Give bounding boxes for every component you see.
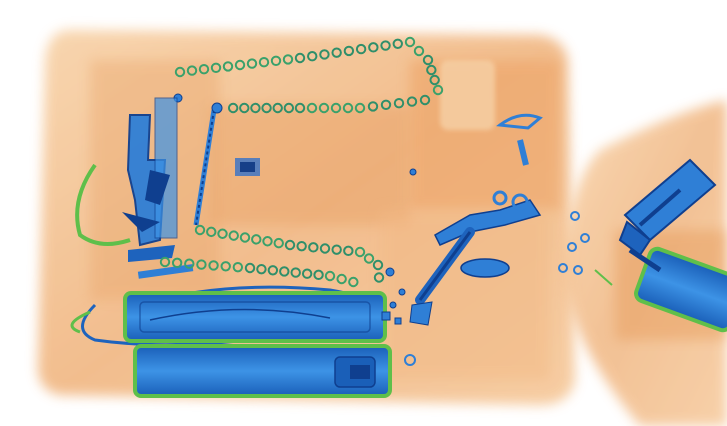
bead <box>342 102 354 114</box>
bead <box>234 59 246 71</box>
bead <box>184 258 195 269</box>
bead <box>196 259 207 270</box>
bead <box>404 36 416 48</box>
bead-chain-beads <box>159 36 444 288</box>
bead <box>419 94 431 106</box>
bead <box>258 57 270 68</box>
bead <box>279 266 290 277</box>
bead <box>429 74 440 86</box>
bead <box>171 257 183 269</box>
bead <box>426 64 437 76</box>
bead <box>239 102 250 114</box>
bead <box>296 240 307 252</box>
bead <box>267 265 279 276</box>
bead <box>319 243 331 254</box>
bead <box>354 102 366 114</box>
bead <box>301 268 313 279</box>
bead <box>308 242 319 253</box>
bead <box>210 62 222 74</box>
bead <box>159 256 171 268</box>
bead <box>222 61 234 72</box>
bead <box>355 43 367 55</box>
left-bracket <box>75 97 194 279</box>
bead <box>290 267 301 278</box>
bead <box>367 101 379 112</box>
second-bag <box>558 100 727 426</box>
power-bank-top <box>123 291 387 343</box>
bead <box>331 244 342 255</box>
bead <box>206 226 217 238</box>
bead <box>283 102 295 114</box>
bead <box>194 224 206 236</box>
small-items <box>381 168 417 366</box>
bead <box>186 65 198 76</box>
bead <box>174 66 186 78</box>
bead <box>246 58 258 69</box>
bead <box>306 102 318 114</box>
bead <box>392 38 403 49</box>
bead <box>282 54 294 65</box>
bead <box>220 261 231 272</box>
bead <box>422 54 434 66</box>
bead <box>324 270 336 282</box>
bead <box>307 51 318 62</box>
bead <box>250 102 261 114</box>
bead <box>413 45 425 57</box>
bead <box>432 84 444 96</box>
bead <box>270 55 282 66</box>
bead <box>372 259 384 271</box>
bead <box>330 102 342 114</box>
bead <box>336 273 347 285</box>
bead <box>294 102 306 114</box>
bead <box>348 276 359 288</box>
bead <box>343 245 354 257</box>
bead <box>373 272 385 283</box>
bead <box>244 262 256 274</box>
bead <box>272 102 283 114</box>
bead <box>343 45 355 57</box>
bead <box>261 102 272 114</box>
bead <box>256 263 267 275</box>
bead <box>239 232 251 243</box>
bead <box>227 102 239 114</box>
bead <box>228 230 239 241</box>
bead <box>406 96 418 107</box>
bead <box>380 40 391 51</box>
bead <box>368 42 379 53</box>
bead <box>232 261 244 273</box>
bead <box>217 228 228 239</box>
bead <box>313 269 324 281</box>
bead <box>208 260 219 271</box>
bead <box>262 236 273 247</box>
bead <box>284 239 296 251</box>
bead <box>354 246 366 258</box>
bead <box>363 253 375 264</box>
power-bank-bottom <box>133 344 392 398</box>
bead <box>393 98 405 109</box>
bead <box>273 237 284 249</box>
keys-cluster <box>409 113 543 326</box>
bead <box>331 47 342 58</box>
bead <box>198 64 210 75</box>
bead <box>319 49 330 60</box>
bead <box>380 99 392 111</box>
bead <box>318 102 330 114</box>
bead <box>251 234 262 245</box>
bead <box>294 52 306 64</box>
